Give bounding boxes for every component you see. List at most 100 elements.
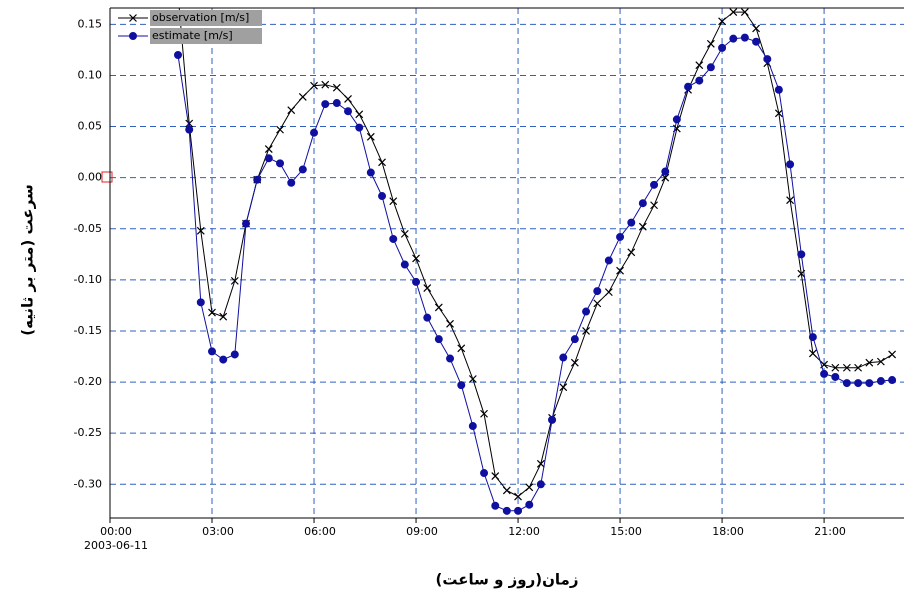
point: [695, 61, 704, 70]
zero-marker: [101, 171, 113, 183]
point: [865, 358, 874, 367]
point: [604, 288, 613, 297]
point: [502, 486, 511, 495]
point: [321, 100, 330, 109]
point: [219, 312, 228, 321]
point: [366, 132, 375, 141]
point: [797, 250, 806, 259]
point: [536, 459, 545, 468]
point: [582, 327, 590, 335]
point: [457, 344, 466, 353]
point: [480, 469, 489, 478]
point: [774, 85, 783, 94]
y-tick-label: 0.05: [78, 120, 103, 133]
point: [876, 377, 885, 386]
point: [287, 106, 296, 115]
point: [672, 115, 681, 124]
x-tick-label: 09:00: [406, 525, 438, 538]
point: [854, 379, 863, 388]
point: [740, 33, 749, 42]
series-line: [178, 8, 893, 498]
point: [208, 347, 217, 356]
legend-label: observation [m/s]: [152, 11, 249, 24]
y-tick-label: -0.30: [74, 477, 102, 490]
point: [854, 363, 863, 372]
point: [355, 123, 364, 132]
point: [185, 119, 194, 128]
point: [695, 76, 704, 85]
point: [536, 480, 545, 489]
x-tick-label: 00:00: [100, 525, 132, 538]
y-axis-title: سرعت (متر بر ثانیه): [19, 184, 37, 335]
point: [842, 379, 851, 388]
point: [310, 128, 319, 137]
point: [627, 218, 636, 227]
point: [366, 168, 375, 177]
point: [264, 145, 273, 153]
legend-marker: [129, 32, 137, 40]
x-axis-title: زمان(روز و ساعت): [436, 571, 579, 589]
point: [514, 506, 523, 515]
legend-box: [150, 28, 262, 44]
point: [593, 287, 602, 296]
point: [276, 159, 285, 168]
point: [264, 154, 273, 163]
point: [548, 415, 557, 424]
point: [593, 299, 602, 308]
y-tick-label: -0.20: [74, 375, 102, 388]
x-tick-label: 06:00: [304, 525, 336, 538]
point: [491, 501, 500, 510]
point: [650, 201, 658, 210]
point: [525, 483, 534, 492]
point: [468, 422, 477, 431]
point: [865, 379, 874, 388]
point: [298, 92, 307, 101]
point: [230, 276, 239, 285]
point: [514, 492, 522, 501]
point: [174, 51, 183, 60]
point: [378, 192, 387, 201]
point: [185, 125, 194, 134]
point: [400, 260, 409, 269]
point: [480, 409, 488, 418]
legend-box: [150, 10, 262, 26]
point: [468, 375, 477, 383]
point: [616, 232, 625, 241]
point: [740, 8, 749, 17]
point: [457, 381, 466, 390]
point: [434, 303, 443, 312]
point: [627, 248, 636, 257]
point: [196, 298, 205, 307]
point: [242, 219, 251, 228]
y-tick-label: 0.10: [78, 68, 103, 81]
point: [763, 55, 772, 64]
point: [786, 196, 795, 205]
point: [208, 308, 216, 317]
point: [706, 39, 715, 48]
point: [332, 83, 341, 92]
point: [570, 335, 579, 344]
point: [752, 37, 761, 46]
point: [310, 81, 318, 90]
point: [321, 80, 330, 89]
point: [684, 82, 693, 91]
point: [876, 357, 885, 366]
x-tick-label: 03:00: [202, 525, 234, 538]
legend-label: estimate [m/s]: [152, 29, 233, 42]
point: [638, 222, 647, 231]
point: [718, 43, 727, 52]
point: [888, 376, 897, 385]
y-tick-label: -0.25: [74, 426, 102, 439]
y-tick-label: -0.05: [74, 222, 102, 235]
point: [344, 95, 352, 103]
point: [638, 199, 647, 208]
point: [559, 353, 568, 362]
point: [344, 107, 353, 116]
point: [752, 24, 761, 33]
point: [582, 307, 591, 316]
y-tick-label: -0.15: [74, 324, 102, 337]
point: [276, 125, 284, 134]
point: [355, 110, 364, 119]
point: [650, 180, 659, 189]
